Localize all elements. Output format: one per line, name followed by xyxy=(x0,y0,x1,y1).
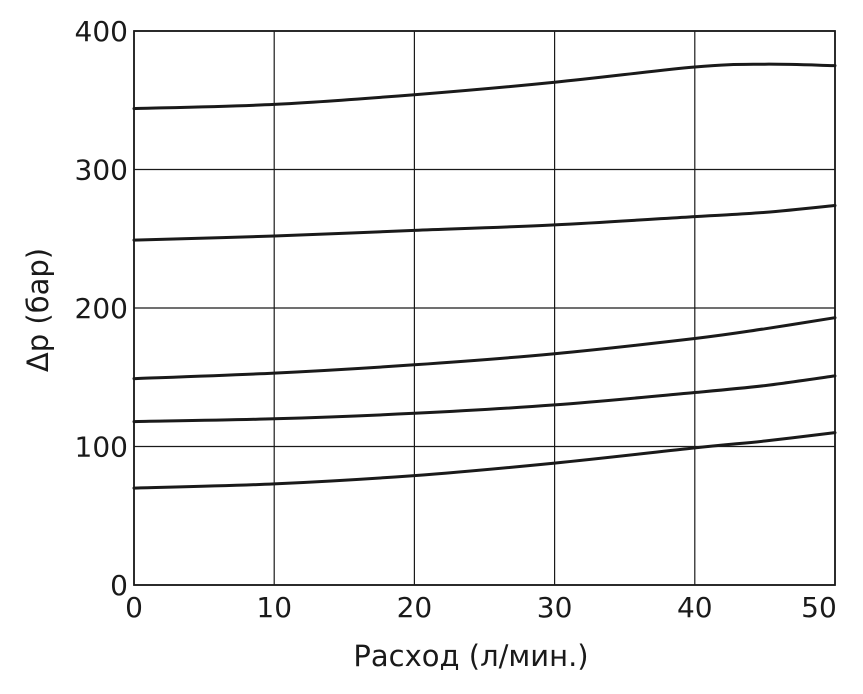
series-line-4 xyxy=(132,374,837,424)
plot-frame xyxy=(133,30,836,586)
series-line-2 xyxy=(132,204,837,242)
series-group xyxy=(132,62,837,490)
y-tick-label: 400 xyxy=(75,15,128,48)
y-tick-label: 100 xyxy=(75,431,128,464)
x-axis-label: Расход (л/мин.) xyxy=(353,639,588,673)
series-line-3 xyxy=(132,316,837,381)
y-tick-labels: 0 100 200 300 400 xyxy=(75,15,128,602)
y-tick-label: 200 xyxy=(75,292,128,325)
x-tick-label: 50 xyxy=(801,591,837,624)
x-tick-label: 10 xyxy=(256,591,292,624)
y-axis-label: Δp (бар) xyxy=(21,248,55,372)
series-line-5 xyxy=(132,431,837,490)
x-tick-label: 20 xyxy=(397,591,433,624)
grid xyxy=(133,30,836,586)
y-tick-label: 0 xyxy=(110,569,128,602)
x-tick-labels: 0 10 20 30 40 50 xyxy=(125,591,837,624)
x-tick-label: 0 xyxy=(125,591,143,624)
y-tick-label: 300 xyxy=(75,154,128,187)
series-line-1 xyxy=(132,62,837,111)
x-tick-label: 30 xyxy=(537,591,573,624)
x-tick-label: 40 xyxy=(677,591,713,624)
